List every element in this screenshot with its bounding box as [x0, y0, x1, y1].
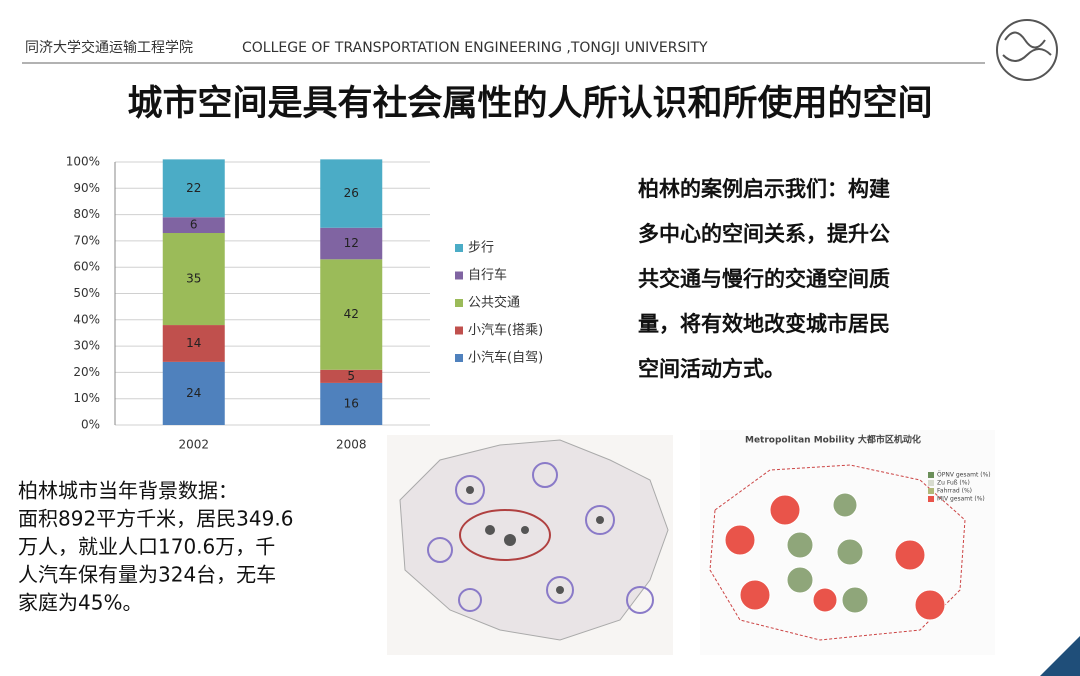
bar-label: 12: [344, 236, 359, 250]
legend-swatch: [455, 271, 463, 280]
map-legend-label: ÖPNV gesamt (%): [937, 472, 991, 479]
bar-label: 35: [186, 272, 201, 286]
bar-label: 16: [344, 396, 359, 410]
bar-segment: [320, 382, 383, 425]
background-line: 面积892平方千米，居民349.6: [18, 507, 293, 531]
map-legend-label: Fahrrad (%): [937, 488, 972, 495]
bar-segment: [320, 159, 383, 228]
chart: 0% 10% 20% 30% 40% 50% 60% 70% 80% 90% 100% 2002 24 1…: [66, 155, 543, 452]
map-legend-swatch: [928, 496, 934, 502]
bar-label: 5: [347, 369, 355, 383]
insight-line: 多中心的空间关系，提升公: [638, 222, 890, 246]
map-legend-swatch: [928, 488, 934, 494]
legend-swatch: [455, 326, 463, 335]
background-line: 万人，就业人口170.6万，千: [18, 535, 275, 559]
logo: [996, 19, 1058, 81]
slide-title: 城市空间是具有社会属性的人所认识和所使用的空间: [127, 84, 932, 124]
legend-label: 自行车: [468, 267, 507, 283]
map-legend-swatch: [928, 480, 934, 486]
legend-label: 步行: [468, 241, 494, 256]
y-tick-label: 30%: [73, 339, 100, 353]
background-line: 人汽车保有量为324台，无车: [18, 563, 276, 587]
legend-label: 小汽车(自驾): [468, 350, 543, 366]
bar-segment: [320, 259, 383, 370]
bar-label: 26: [344, 186, 359, 200]
bar-label: 6: [190, 218, 198, 232]
x-tick-label: 2002: [178, 438, 209, 452]
background-line: 柏林城市当年背景数据：: [18, 479, 238, 503]
x-tick-label: 2008: [336, 438, 367, 452]
y-tick-label: 50%: [73, 286, 100, 300]
bar-segment: [162, 217, 225, 234]
map-legend-label: MIV gesamt (%): [937, 496, 985, 503]
y-tick-label: 80%: [73, 207, 100, 221]
mobility-map: Metropolitan Mobility 大都市区机动化 ÖPNV gesam…: [700, 430, 995, 655]
bar-label: 14: [186, 336, 201, 350]
legend-swatch: [455, 354, 463, 362]
corner-decoration: [1040, 636, 1080, 676]
y-tick-label: 10%: [73, 391, 100, 405]
insight-line: 量，将有效地改变城市居民: [638, 312, 890, 336]
legend-label: 公共交通: [468, 295, 520, 311]
y-tick-label: 40%: [73, 312, 100, 326]
insight-line: 柏林的案例启示我们：构建: [638, 177, 890, 201]
school-english: COLLEGE OF TRANSPORTATION ENGINEERING ,T…: [242, 40, 708, 56]
berlin-map: [387, 435, 673, 655]
y-tick-label: 0%: [81, 418, 100, 432]
map-legend-swatch: [928, 472, 934, 478]
bar-segment: [320, 227, 383, 260]
map-title: Metropolitan Mobility 大都市区机动化: [745, 434, 921, 446]
legend-swatch: [455, 299, 463, 307]
insight-line: 共交通与慢行的交通空间质: [638, 267, 890, 291]
y-tick-label: 90%: [73, 181, 100, 195]
school-name: 同济大学交通运输工程学院: [25, 39, 193, 56]
bar-segment: [162, 159, 225, 218]
insight-text: 柏林的案例启示我们：构建多中心的空间关系，提升公共交通与慢行的交通空间质量，将有…: [638, 177, 890, 381]
map-legend-label: Zu Fuß (%): [937, 480, 970, 487]
bar-label: 24: [186, 386, 201, 400]
background-text: 柏林城市当年背景数据： 面积892平方千米，居民349.6 万人，就业人口170.6…: [18, 479, 293, 615]
y-tick-label: 20%: [73, 365, 100, 379]
y-tick-label: 70%: [73, 233, 100, 247]
bar-label: 22: [186, 181, 201, 195]
y-tick-label: 100%: [66, 155, 100, 169]
bar-label: 42: [344, 307, 359, 321]
insight-line: 空间活动方式。: [638, 357, 785, 381]
bar-segment: [320, 369, 383, 383]
bar-segment: [162, 325, 225, 362]
legend-swatch: [455, 244, 463, 252]
y-tick-label: 60%: [73, 260, 100, 274]
bar-segment: [162, 361, 225, 425]
bar-segment: [162, 233, 225, 326]
background-line: 家庭为45%。: [18, 591, 142, 615]
legend-label: 小汽车(搭乘): [468, 322, 543, 338]
